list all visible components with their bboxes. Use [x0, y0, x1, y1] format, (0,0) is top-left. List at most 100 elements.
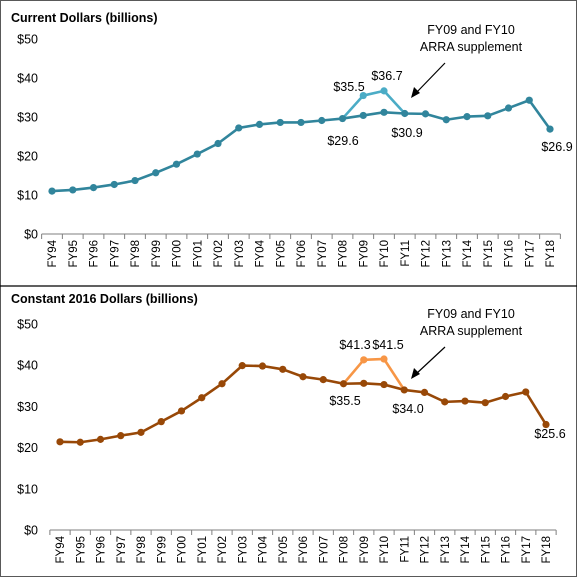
x-tick-label: FY10	[379, 240, 391, 268]
y-tick-label: $10	[17, 189, 38, 203]
data-point	[546, 125, 554, 133]
x-tick-label: FY96	[89, 240, 101, 268]
annotation-line: FY09 and FY10	[427, 23, 515, 37]
data-point	[48, 187, 56, 195]
data-label: $34.0	[392, 402, 423, 416]
data-point	[463, 113, 471, 121]
data-point	[542, 420, 550, 429]
data-label: $35.5	[333, 80, 364, 94]
x-tick-label: FY97	[109, 240, 121, 268]
x-tick-label: FY11	[400, 240, 412, 267]
x-tick-label: FY04	[258, 535, 270, 563]
data-point	[400, 386, 408, 394]
data-point	[380, 108, 388, 116]
annotation-line: ARRA supplement	[420, 40, 523, 54]
data-point	[177, 407, 186, 415]
y-tick-label: $30	[17, 111, 38, 125]
data-label: $26.9	[541, 140, 572, 154]
data-point	[441, 398, 449, 406]
x-tick-label: FY99	[156, 536, 168, 564]
data-point	[235, 124, 243, 132]
x-tick-label: FY03	[234, 240, 246, 268]
data-point	[420, 388, 429, 396]
data-point	[319, 376, 327, 384]
data-point	[157, 418, 165, 426]
arra-series-line	[342, 357, 406, 391]
arra-data-point	[380, 87, 388, 95]
data-point	[481, 399, 489, 407]
data-label: $41.3	[339, 338, 370, 352]
x-tick-label: FY17	[521, 536, 533, 564]
x-tick-label: FY10	[379, 536, 391, 564]
x-tick-label: FY05	[275, 240, 287, 268]
x-tick-label: FY11	[399, 536, 411, 563]
x-tick-label: FY06	[298, 536, 310, 564]
data-point	[76, 438, 84, 446]
y-tick-label: $20	[17, 441, 38, 455]
arra-data-point	[359, 91, 367, 100]
x-tick-label: FY17	[524, 240, 536, 268]
data-point	[117, 432, 125, 440]
data-point	[359, 111, 367, 120]
y-tick-label: $50	[17, 33, 38, 47]
data-point	[110, 180, 118, 189]
y-tick-label: $0	[24, 524, 38, 538]
x-tick-label: FY07	[318, 536, 330, 564]
annotation-line: FY09 and FY10	[427, 307, 515, 321]
data-point	[152, 169, 160, 177]
x-tick-label: FY99	[151, 240, 163, 268]
x-tick-label: FY94	[47, 239, 59, 267]
data-point	[299, 373, 307, 381]
data-point	[69, 186, 77, 194]
x-tick-label: FY15	[480, 536, 492, 564]
data-point	[522, 388, 530, 396]
y-tick-label: $20	[17, 150, 38, 164]
chart-panel-current-dollars: Current Dollars (billions) $0 $10 $20 $30 $4…	[11, 11, 573, 268]
x-tick-label: FY08	[338, 240, 350, 268]
data-point	[380, 380, 388, 389]
x-tick-label: FY06	[296, 240, 308, 268]
y-tick-label: $10	[17, 482, 38, 496]
data-label: $41.5	[372, 338, 403, 352]
data-point	[297, 118, 305, 127]
x-tick-label: FY95	[75, 536, 87, 564]
data-point	[172, 160, 181, 168]
chart-title: Constant 2016 Dollars (billions)	[11, 292, 198, 306]
y-tick-label: $40	[17, 72, 38, 86]
arra-series-line	[341, 89, 406, 120]
x-tick-label: FY12	[421, 240, 433, 268]
x-tick-label: FY16	[504, 240, 516, 268]
x-tick-label: FY04	[255, 239, 267, 267]
x-tick-label: FY18	[545, 240, 557, 268]
data-point	[279, 365, 287, 373]
x-tick-label: FY14	[460, 535, 472, 563]
x-tick-label: FY98	[136, 536, 148, 564]
data-point	[137, 428, 145, 436]
data-label: $29.6	[327, 134, 358, 148]
chart-panel-constant-dollars: Constant 2016 Dollars (billions) $0 $10 $2…	[11, 292, 566, 564]
data-point	[360, 379, 368, 387]
x-tick-label: FY12	[420, 536, 432, 564]
data-point	[401, 109, 409, 118]
annotation-arrow-line	[415, 346, 446, 375]
data-point	[501, 392, 510, 401]
x-tick-label: FY00	[177, 536, 189, 564]
x-tick-label: FY07	[317, 240, 329, 268]
y-tick-label: $40	[17, 359, 38, 373]
data-point	[504, 104, 513, 112]
x-tick-label: FY01	[197, 536, 209, 564]
x-tick-label: FY08	[339, 536, 351, 564]
x-tick-label: FY15	[483, 240, 495, 268]
data-point	[338, 114, 347, 123]
data-point	[193, 150, 201, 158]
x-tick-label: FY18	[541, 536, 553, 564]
data-point	[198, 394, 206, 402]
data-point	[258, 362, 267, 370]
data-point	[484, 112, 492, 120]
annotation-arrowhead	[411, 368, 420, 379]
x-tick-label: FY97	[116, 536, 128, 564]
data-point	[461, 397, 469, 405]
y-tick-label: $30	[17, 400, 38, 414]
data-label: $25.6	[534, 427, 565, 441]
y-tick-label: $0	[24, 228, 38, 242]
